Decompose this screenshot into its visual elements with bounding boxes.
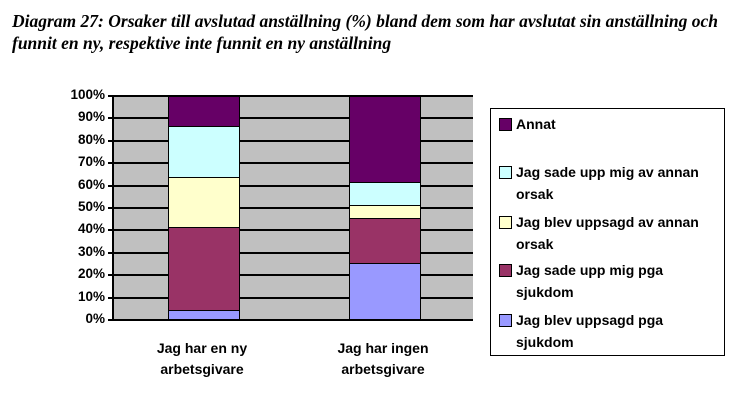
legend-item: Jag blev uppsagd pga sjukdom bbox=[499, 309, 663, 353]
x-label-no-employer: Jag har ingen arbetsgivare bbox=[313, 338, 453, 380]
legend-label-line: Jag blev uppsagd pga bbox=[516, 312, 664, 328]
legend-label: Jag sade upp mig av annan orsak bbox=[516, 161, 699, 205]
gridline bbox=[108, 184, 473, 187]
plot-area bbox=[108, 95, 473, 321]
gridline bbox=[108, 207, 473, 209]
legend-item: Jag sade upp mig pga sjukdom bbox=[499, 259, 663, 303]
legend-label: Annat bbox=[516, 113, 556, 135]
bar-segment bbox=[349, 183, 421, 206]
legend-swatch-icon bbox=[499, 264, 512, 277]
legend-swatch-icon bbox=[499, 118, 512, 131]
bar-segment bbox=[168, 96, 240, 128]
stacked-bar bbox=[168, 96, 240, 320]
legend-swatch-icon bbox=[499, 166, 512, 179]
gridline bbox=[108, 139, 473, 142]
bar-segment bbox=[168, 177, 240, 229]
y-tick-label: 60% bbox=[77, 176, 105, 192]
y-tick-label: 100% bbox=[70, 87, 105, 102]
y-tick-label: 50% bbox=[77, 199, 105, 214]
gridline bbox=[108, 95, 473, 97]
gridline bbox=[108, 162, 473, 165]
gridline bbox=[108, 117, 473, 120]
y-tick-label: 0% bbox=[85, 311, 105, 326]
y-tick-label: 40% bbox=[77, 221, 105, 237]
legend: Annat Jag sade upp mig av annan orsak Jag b… bbox=[490, 108, 725, 356]
x-label-line: Jag har ingen bbox=[337, 340, 429, 356]
legend-label: Jag sade upp mig pga sjukdom bbox=[516, 259, 663, 303]
bar-segment bbox=[349, 205, 421, 220]
x-label-line: arbetsgivare bbox=[160, 361, 244, 377]
bar-segment bbox=[349, 96, 421, 184]
y-tick-label: 20% bbox=[77, 266, 105, 282]
legend-label-line: Jag blev uppsagd av annan bbox=[516, 214, 699, 230]
x-label-new-employer: Jag har en ny arbetsgivare bbox=[132, 338, 272, 380]
legend-label-line: sjukdom bbox=[516, 334, 574, 350]
chart-title: Diagram 27: Orsaker till avslutad anstäl… bbox=[12, 11, 718, 53]
bar-segment bbox=[168, 228, 240, 312]
gridline bbox=[108, 319, 473, 321]
legend-swatch-icon bbox=[499, 216, 512, 229]
stacked-bar bbox=[349, 96, 421, 320]
legend-label-line: Jag sade upp mig pga bbox=[516, 262, 664, 278]
y-tick-label: 90% bbox=[77, 109, 105, 125]
gridline bbox=[108, 251, 473, 254]
gridline bbox=[108, 274, 473, 277]
legend-label-line: Jag sade upp mig av annan bbox=[516, 164, 699, 180]
legend-label: Jag blev uppsagd pga sjukdom bbox=[516, 309, 663, 353]
y-tick-label: 80% bbox=[77, 131, 105, 147]
y-tick-label: 70% bbox=[77, 154, 105, 170]
legend-item: Jag blev uppsagd av annan orsak bbox=[499, 211, 699, 255]
legend-label: Jag blev uppsagd av annan orsak bbox=[516, 211, 699, 255]
x-label-line: arbetsgivare bbox=[341, 361, 425, 377]
legend-item: Jag sade upp mig av annan orsak bbox=[499, 161, 699, 205]
gridline bbox=[108, 229, 473, 232]
legend-swatch-icon bbox=[499, 314, 512, 327]
legend-label-line: orsak bbox=[516, 186, 554, 202]
y-tick-label: 30% bbox=[77, 243, 105, 259]
legend-label-line: orsak bbox=[516, 236, 554, 252]
y-tick-label: 10% bbox=[77, 288, 105, 304]
bar-segment bbox=[349, 264, 421, 320]
gridline bbox=[108, 296, 473, 299]
bar-segment bbox=[349, 219, 421, 264]
legend-label-line: Annat bbox=[516, 116, 556, 132]
legend-item: Annat bbox=[499, 113, 556, 135]
x-label-line: Jag har en ny bbox=[156, 340, 248, 356]
legend-label-line: sjukdom bbox=[516, 284, 574, 300]
bar-segment bbox=[168, 311, 240, 320]
bar-segment bbox=[168, 127, 240, 178]
